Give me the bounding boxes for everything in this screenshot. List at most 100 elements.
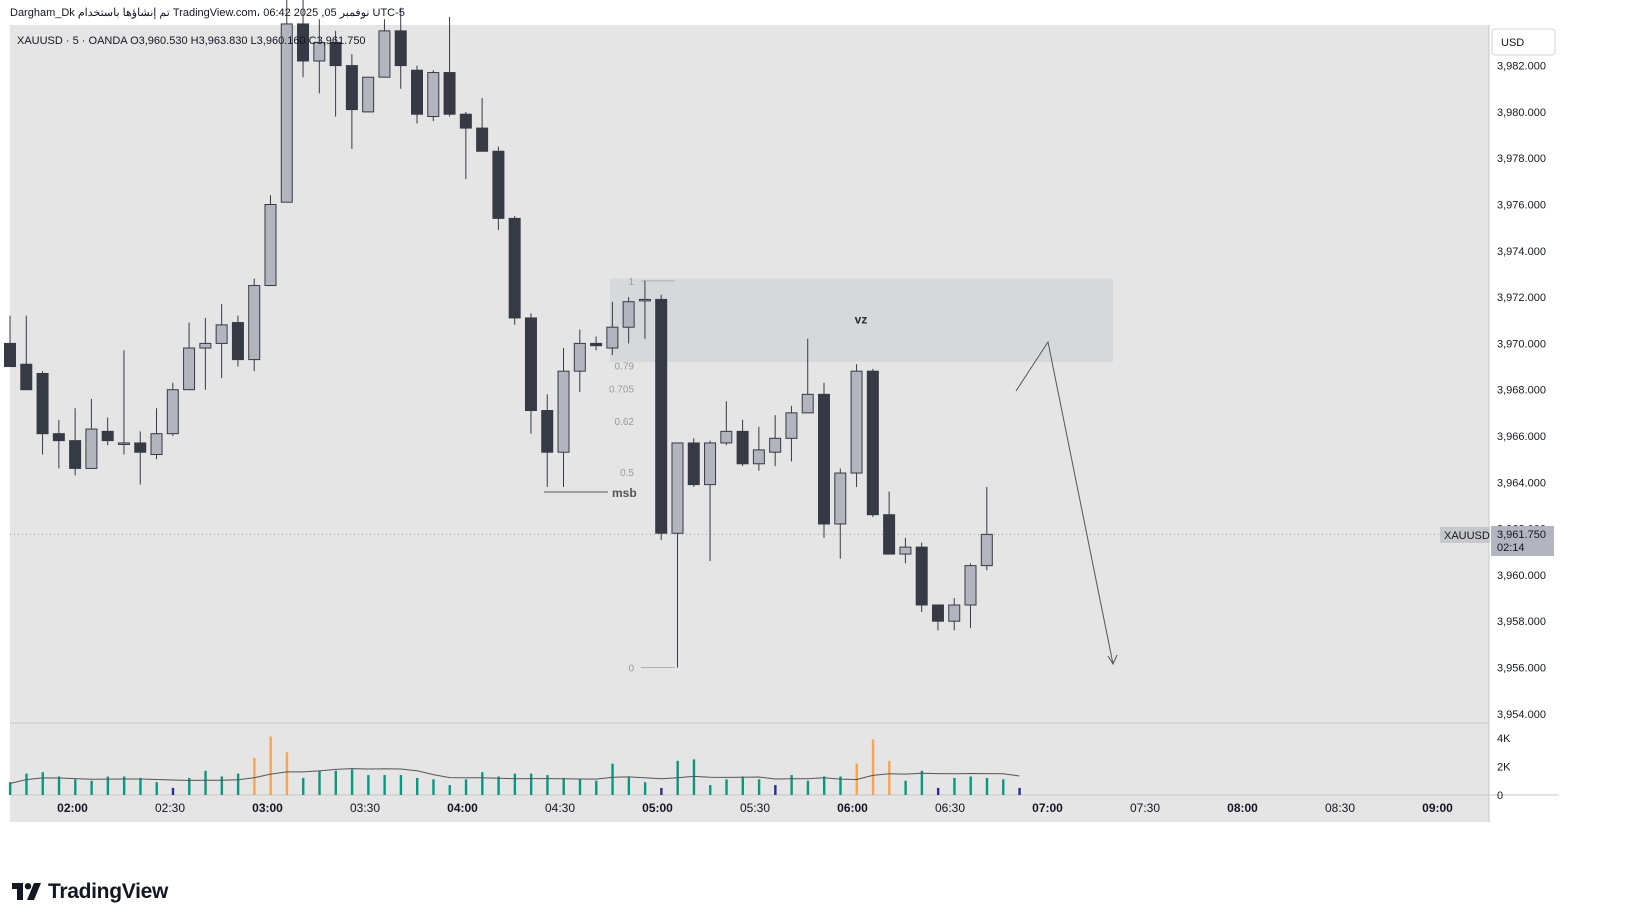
candle-body[interactable] xyxy=(948,604,961,622)
candle-body[interactable] xyxy=(850,370,863,474)
volume-bar xyxy=(90,780,93,795)
candle-body[interactable] xyxy=(20,363,33,391)
candle-body[interactable] xyxy=(411,69,423,115)
volume-bar xyxy=(204,770,207,795)
candle-body[interactable] xyxy=(899,546,912,555)
candle-body[interactable] xyxy=(101,430,114,442)
volume-bar xyxy=(757,779,761,795)
candle-body[interactable] xyxy=(557,370,570,453)
msb-label: msb xyxy=(612,486,637,500)
volume-bar xyxy=(367,775,370,795)
volume-bar xyxy=(399,775,403,795)
chart-background xyxy=(10,25,1489,822)
candle-body[interactable] xyxy=(248,285,261,361)
volume-ma-line xyxy=(9,768,1020,784)
candle-body[interactable] xyxy=(687,442,700,486)
volume-bar xyxy=(9,782,12,795)
candle-body[interactable] xyxy=(508,217,521,319)
candle-body[interactable] xyxy=(573,342,586,372)
candle-body[interactable] xyxy=(541,410,554,453)
candle-body[interactable] xyxy=(329,41,342,67)
volume-bar xyxy=(709,785,712,795)
candle-body[interactable] xyxy=(671,442,684,534)
chart-header-text: Dargham_Dk تم إنشاؤها باستخدام TradingVi… xyxy=(10,7,405,19)
candle-body[interactable] xyxy=(655,298,668,534)
candle-body[interactable] xyxy=(231,322,244,361)
candle-body[interactable] xyxy=(736,430,749,465)
candle-body[interactable] xyxy=(524,317,537,412)
volume-bar xyxy=(155,782,158,795)
candle-body[interactable] xyxy=(590,342,603,347)
x-tick-label: 08:00 xyxy=(1227,801,1258,815)
candle-body[interactable] xyxy=(915,546,928,606)
volume-bar xyxy=(139,777,142,795)
volume-bar xyxy=(806,780,810,795)
candle-body[interactable] xyxy=(606,326,619,349)
candle-body[interactable] xyxy=(85,428,98,469)
x-tick-label: 05:30 xyxy=(740,801,770,815)
candle-body[interactable] xyxy=(313,41,326,62)
candle-body[interactable] xyxy=(638,298,651,302)
x-tick-label: 04:00 xyxy=(447,801,478,815)
volume-bar xyxy=(627,776,631,795)
candle-body[interactable] xyxy=(752,449,765,465)
candle-body[interactable] xyxy=(492,150,505,219)
candle-body[interactable] xyxy=(834,472,847,525)
candle-body[interactable] xyxy=(134,442,147,453)
candle-body[interactable] xyxy=(964,565,977,606)
candle-body[interactable] xyxy=(183,347,196,391)
currency-button[interactable] xyxy=(1491,28,1556,56)
candle-body[interactable] xyxy=(704,442,717,486)
x-tick-label: 08:30 xyxy=(1325,801,1355,815)
candle-body[interactable] xyxy=(931,604,944,622)
candle-body[interactable] xyxy=(345,65,358,111)
projection-path[interactable] xyxy=(1015,340,1114,665)
volume-bar xyxy=(236,773,240,795)
candle-body[interactable] xyxy=(69,440,82,469)
candle-body[interactable] xyxy=(883,514,896,555)
candle-body[interactable] xyxy=(117,442,130,445)
candle-body[interactable] xyxy=(866,370,879,516)
candle-body[interactable] xyxy=(394,30,407,67)
candle-body[interactable] xyxy=(769,437,782,453)
candle-body[interactable] xyxy=(459,113,472,129)
y-tick-label: 3,964.000 xyxy=(1497,477,1546,489)
candle-body[interactable] xyxy=(166,389,179,435)
candle-body[interactable] xyxy=(476,127,489,152)
candle-body[interactable] xyxy=(443,72,456,115)
candle-body[interactable] xyxy=(427,72,440,118)
symbol-badge xyxy=(1440,527,1490,543)
volume-bar xyxy=(595,780,598,795)
x-tick-label: 04:30 xyxy=(545,801,575,815)
candle-body[interactable] xyxy=(801,393,814,414)
candle-body[interactable] xyxy=(150,433,163,456)
candle-body[interactable] xyxy=(4,342,16,368)
candle-body[interactable] xyxy=(199,342,212,349)
candle-body[interactable] xyxy=(36,372,49,435)
candle-body[interactable] xyxy=(785,412,798,439)
supply-zone[interactable] xyxy=(610,278,1113,362)
volume-bar xyxy=(953,777,956,795)
x-tick-label: 05:00 xyxy=(642,801,673,815)
candle-body[interactable] xyxy=(980,533,993,567)
tradingview-logo-icon xyxy=(12,883,41,900)
price-badge-countdown: 02:14 xyxy=(1497,542,1525,554)
volume-bar xyxy=(448,785,451,795)
candle-body[interactable] xyxy=(818,393,830,525)
candle-body[interactable] xyxy=(52,433,65,442)
candle-body[interactable] xyxy=(362,76,375,113)
x-tick-label: 02:30 xyxy=(155,801,185,815)
fib-level-label: 0.5 xyxy=(620,468,634,479)
candle-body[interactable] xyxy=(215,324,228,344)
candle-body[interactable] xyxy=(622,301,635,328)
candle-body[interactable] xyxy=(280,23,293,203)
volume-bar xyxy=(269,736,272,795)
candle-body[interactable] xyxy=(264,204,277,287)
volume-bar xyxy=(741,776,744,795)
candle-body[interactable] xyxy=(297,23,310,62)
candle-body[interactable] xyxy=(720,430,733,444)
volume-bar xyxy=(383,775,386,795)
candle-body[interactable] xyxy=(378,30,391,78)
volume-bar xyxy=(171,787,175,795)
